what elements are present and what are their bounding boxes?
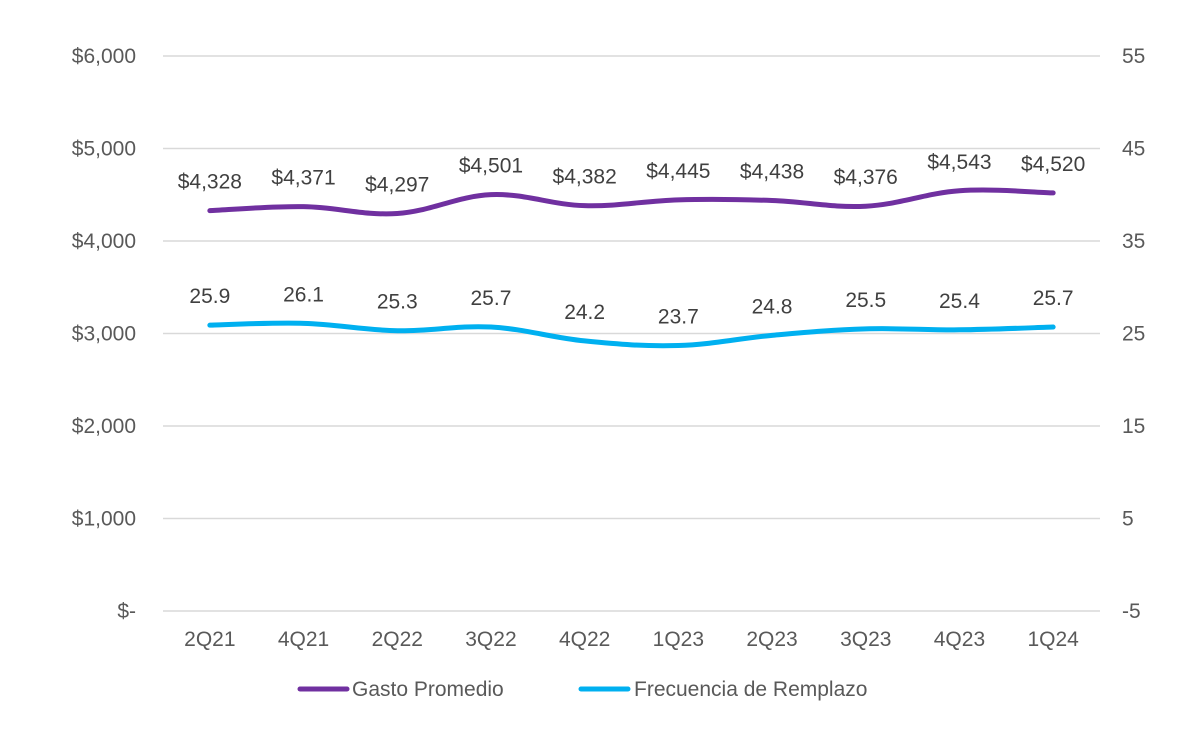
legend: Gasto Promedio Frecuencia de Remplazo xyxy=(297,678,867,701)
data-label-gasto-promedio: $4,543 xyxy=(927,151,991,174)
x-tick-label: 3Q22 xyxy=(465,628,516,651)
series-line-frecuencia-de-remplazo xyxy=(207,320,1056,349)
left-tick-label: $1,000 xyxy=(72,508,136,531)
x-tick-label: 4Q23 xyxy=(934,628,985,651)
legend-label-gasto-promedio: Gasto Promedio xyxy=(352,678,504,701)
right-tick-label: 45 xyxy=(1122,138,1145,161)
left-tick-label: $3,000 xyxy=(72,323,136,346)
data-label-frecuencia-de-remplazo: 25.3 xyxy=(377,291,418,314)
legend-label-frecuencia-de-remplazo: Frecuencia de Remplazo xyxy=(634,678,867,701)
data-label-frecuencia-de-remplazo: 23.7 xyxy=(658,306,699,329)
data-label-gasto-promedio: $4,371 xyxy=(271,167,335,190)
right-tick-label: 5 xyxy=(1122,508,1134,531)
right-tick-label: 35 xyxy=(1122,230,1145,253)
data-label-frecuencia-de-remplazo: 25.4 xyxy=(939,290,980,313)
left-tick-label: $6,000 xyxy=(72,45,136,68)
left-tick-label: $4,000 xyxy=(72,230,136,253)
data-label-gasto-promedio: $4,520 xyxy=(1021,153,1085,176)
series xyxy=(207,187,1056,349)
gridlines xyxy=(163,55,1100,612)
right-tick-label: 55 xyxy=(1122,45,1145,68)
x-tick-label: 1Q23 xyxy=(653,628,704,651)
data-label-frecuencia-de-remplazo: 25.7 xyxy=(1033,287,1074,310)
right-tick-label: 25 xyxy=(1122,323,1145,346)
right-tick-label: 15 xyxy=(1122,415,1145,438)
data-label-frecuencia-de-remplazo: 25.5 xyxy=(845,289,886,312)
data-label-gasto-promedio: $4,438 xyxy=(740,160,804,183)
x-axis: 2Q21 4Q21 2Q22 3Q22 4Q22 1Q23 2Q23 3Q23 4Q23 1Q24 xyxy=(184,628,1079,651)
series-line-gasto-promedio xyxy=(207,187,1056,217)
right-axis: -5 5 15 25 35 45 55 xyxy=(1122,45,1145,623)
x-tick-label: 2Q21 xyxy=(184,628,235,651)
data-label-gasto-promedio: $4,445 xyxy=(646,160,710,183)
data-labels: $4,328 $4,371 $4,297 $4,501 $4,382 $4,445 $4,4… xyxy=(178,151,1086,329)
x-tick-label: 4Q21 xyxy=(278,628,329,651)
data-label-gasto-promedio: $4,297 xyxy=(365,174,429,197)
data-label-gasto-promedio: $4,501 xyxy=(459,155,523,178)
left-axis: $- $1,000 $2,000 $3,000 $4,000 $5,000 $6,000 xyxy=(72,45,136,623)
right-tick-label: -5 xyxy=(1122,600,1141,623)
x-tick-label: 1Q24 xyxy=(1027,628,1079,651)
left-tick-label: $2,000 xyxy=(72,415,136,438)
x-tick-label: 2Q23 xyxy=(746,628,797,651)
x-tick-label: 3Q23 xyxy=(840,628,891,651)
left-tick-label: $- xyxy=(117,600,136,623)
x-tick-label: 4Q22 xyxy=(559,628,610,651)
data-label-gasto-promedio: $4,328 xyxy=(178,171,242,194)
data-label-frecuencia-de-remplazo: 26.1 xyxy=(283,283,324,306)
data-label-frecuencia-de-remplazo: 25.9 xyxy=(189,285,230,308)
x-tick-label: 2Q22 xyxy=(372,628,423,651)
data-label-frecuencia-de-remplazo: 25.7 xyxy=(471,287,512,310)
left-tick-label: $5,000 xyxy=(72,138,136,161)
data-label-frecuencia-de-remplazo: 24.8 xyxy=(752,295,793,318)
data-label-gasto-promedio: $4,382 xyxy=(553,166,617,189)
data-label-frecuencia-de-remplazo: 24.2 xyxy=(564,301,605,324)
data-label-gasto-promedio: $4,376 xyxy=(834,166,898,189)
